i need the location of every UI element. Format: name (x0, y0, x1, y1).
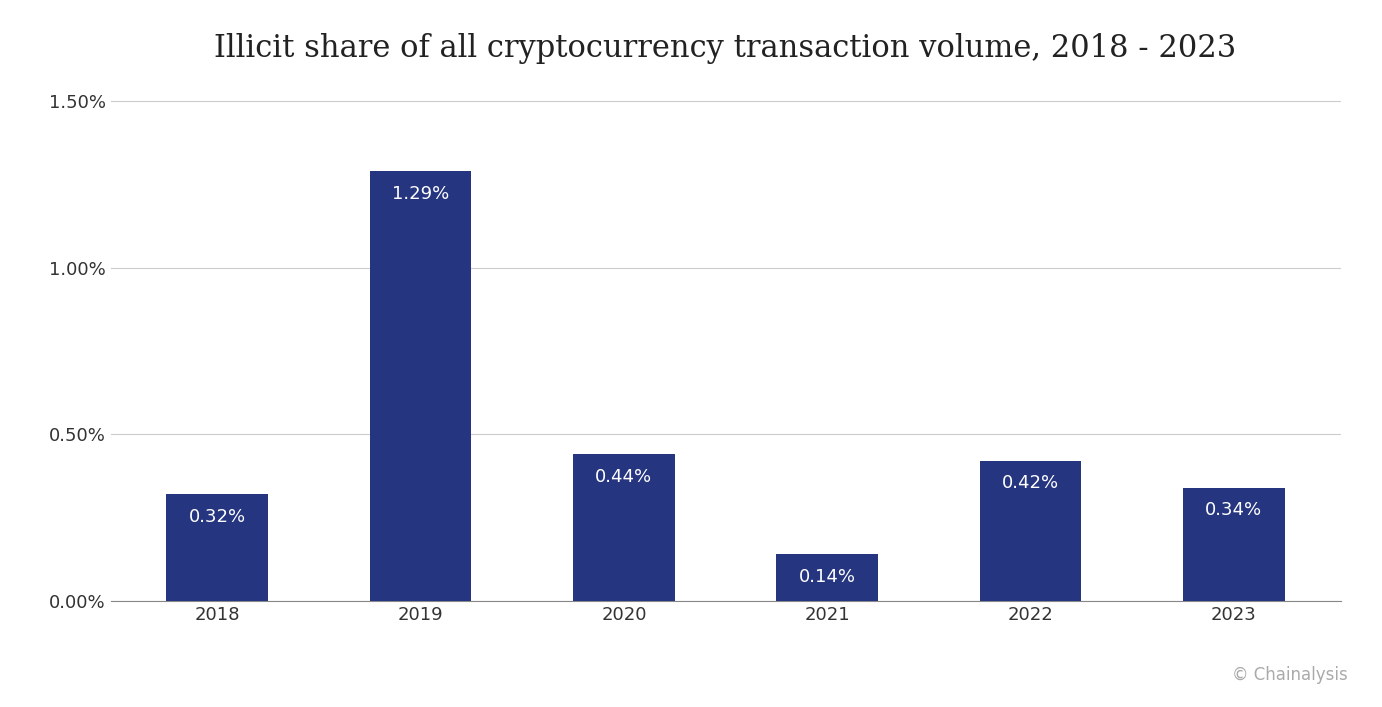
Bar (166, 494, 268, 601)
Title: Illicit share of all cryptocurrency transaction volume, 2018 - 2023: Illicit share of all cryptocurrency tran… (214, 33, 1237, 64)
Text: 0.42%: 0.42% (1002, 474, 1059, 492)
Bar (574, 455, 674, 601)
Bar (980, 461, 1081, 601)
Bar (370, 171, 471, 601)
Bar (1183, 488, 1285, 601)
Text: 0.34%: 0.34% (1205, 501, 1262, 519)
Text: © Chainalysis: © Chainalysis (1231, 666, 1347, 684)
Text: 0.44%: 0.44% (596, 468, 652, 486)
Text: 1.29%: 1.29% (392, 185, 449, 203)
Text: 0.32%: 0.32% (189, 508, 246, 526)
Bar (777, 554, 878, 601)
Text: 0.14%: 0.14% (799, 568, 855, 585)
